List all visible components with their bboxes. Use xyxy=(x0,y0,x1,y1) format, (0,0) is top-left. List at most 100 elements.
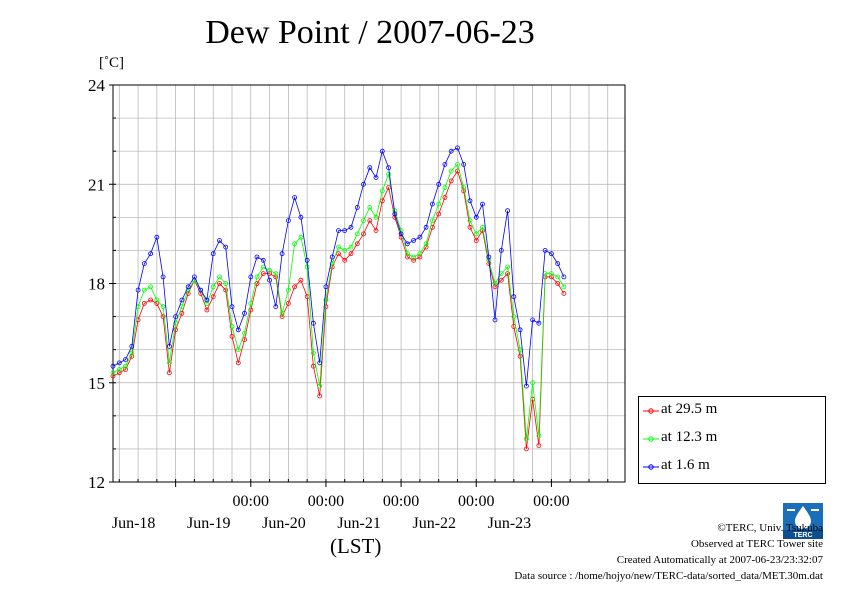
series-1-point xyxy=(235,347,241,353)
series-2-point xyxy=(135,287,141,293)
series-0-point xyxy=(411,257,417,263)
series-1-point xyxy=(417,251,423,257)
day-label: Jun-23 xyxy=(488,515,532,532)
series-1-point xyxy=(467,218,473,224)
series-1-point xyxy=(116,367,122,372)
series-2-point xyxy=(436,181,442,187)
series-1-point xyxy=(336,244,341,250)
series-2-point xyxy=(173,314,179,320)
series-1-point xyxy=(310,350,316,356)
series-1-point xyxy=(267,267,273,273)
series-2-point xyxy=(160,274,166,280)
series-0-point xyxy=(285,300,291,306)
series-0-point xyxy=(310,363,316,369)
series-2-point xyxy=(367,165,373,171)
series-0-point xyxy=(492,284,498,290)
series-2-point xyxy=(298,214,304,220)
series-2-point xyxy=(354,204,360,210)
legend-label-29-5m: at 29.5 m xyxy=(661,401,718,417)
legend-marker-29-5m xyxy=(643,408,659,414)
series-1-point xyxy=(254,274,260,280)
copyright-text: ©TERC, Univ. Tsukuba xyxy=(717,522,823,534)
series-2-point xyxy=(530,317,535,323)
series-2-point xyxy=(123,357,128,363)
series-2-point xyxy=(492,317,498,323)
x-tick-label: 00:00 xyxy=(233,493,269,510)
series-1-point xyxy=(354,231,360,237)
series-2-point xyxy=(448,148,454,154)
series-0-point xyxy=(361,231,366,237)
series-0-point xyxy=(336,251,341,257)
series-1-point xyxy=(160,304,166,310)
series-0-point xyxy=(154,300,160,306)
x-axis-label: (LST) xyxy=(330,534,382,558)
series-0-point xyxy=(204,307,210,313)
series-2-point xyxy=(536,320,542,326)
series-1-point xyxy=(411,254,417,260)
series-1-point xyxy=(448,168,454,174)
series-line-2 xyxy=(112,147,565,387)
series-0-point xyxy=(467,224,473,230)
series-1-point xyxy=(229,324,235,329)
series-2-point xyxy=(511,294,517,300)
series-2-point xyxy=(361,181,366,187)
series-1-point xyxy=(480,224,485,230)
series-1-point xyxy=(217,274,222,280)
series-2-point xyxy=(455,145,460,151)
series-2-point xyxy=(392,211,398,217)
series-2-point xyxy=(373,175,379,181)
series-2-point xyxy=(467,198,473,204)
series-1-point xyxy=(455,161,460,167)
series-2-point xyxy=(486,254,492,260)
series-0-point xyxy=(173,327,179,333)
series-1-point xyxy=(141,287,147,293)
series-2-point xyxy=(480,201,485,207)
series-1-point xyxy=(129,350,135,356)
series-2-point xyxy=(386,165,392,171)
series-1-point xyxy=(329,261,335,267)
series-2-point xyxy=(223,244,229,250)
series-1-point xyxy=(154,297,160,303)
series-0-point xyxy=(448,178,454,184)
series-2-point xyxy=(217,238,222,243)
series-2-point xyxy=(273,304,279,310)
series-0-point xyxy=(229,333,235,339)
series-2-point xyxy=(267,277,273,283)
series-1-point xyxy=(317,383,323,389)
series-1-point xyxy=(524,436,529,442)
series-2-point xyxy=(417,234,423,240)
series-0-point xyxy=(524,446,529,452)
series-0-point xyxy=(166,370,172,376)
series-2-point xyxy=(166,343,172,349)
series-1-point xyxy=(179,304,185,310)
series-0-point xyxy=(217,281,222,286)
legend-item-1-6m: at 1.6 m xyxy=(639,457,825,477)
series-0-point xyxy=(536,443,542,449)
legend-item-12-3m: at 12.3 m xyxy=(639,429,825,449)
series-0-point xyxy=(417,254,423,260)
series-2-point xyxy=(398,231,404,237)
series-1-point xyxy=(148,284,154,290)
series-1-point xyxy=(511,314,517,320)
series-1-point xyxy=(549,271,554,277)
series-1-point xyxy=(273,271,279,277)
series-0-point xyxy=(116,370,122,376)
series-0-point xyxy=(185,290,191,296)
series-2-point xyxy=(342,228,348,234)
series-2-point xyxy=(429,201,435,207)
series-0-point xyxy=(473,238,479,243)
series-0-point xyxy=(367,218,373,224)
series-0-point xyxy=(123,367,128,372)
series-2-point xyxy=(524,383,529,389)
series-2-point xyxy=(248,274,254,280)
series-1-point xyxy=(379,188,385,194)
legend-label-1-6m: at 1.6 m xyxy=(661,457,710,473)
series-2-point xyxy=(423,224,429,230)
series-1-point xyxy=(367,204,373,210)
series-2-point xyxy=(310,320,316,326)
series-2-point xyxy=(561,274,567,280)
series-2-point xyxy=(473,214,479,220)
series-2-point xyxy=(141,261,147,267)
series-0-point xyxy=(248,307,254,313)
